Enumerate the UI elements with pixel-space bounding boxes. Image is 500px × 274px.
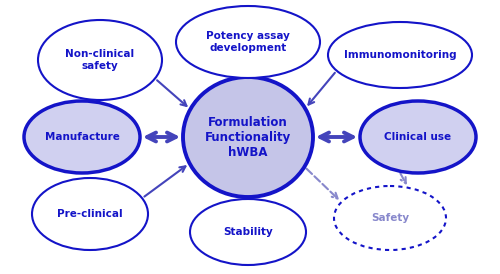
Text: Stability: Stability bbox=[223, 227, 273, 237]
Ellipse shape bbox=[360, 101, 476, 173]
Ellipse shape bbox=[32, 178, 148, 250]
Text: Immunomonitoring: Immunomonitoring bbox=[344, 50, 456, 60]
Text: Pre-clinical: Pre-clinical bbox=[57, 209, 123, 219]
Text: Safety: Safety bbox=[371, 213, 409, 223]
Text: Formulation
Functionality
hWBA: Formulation Functionality hWBA bbox=[205, 116, 291, 158]
Text: Non-clinical
safety: Non-clinical safety bbox=[66, 49, 134, 71]
Ellipse shape bbox=[328, 22, 472, 88]
Text: Clinical use: Clinical use bbox=[384, 132, 452, 142]
Ellipse shape bbox=[24, 101, 140, 173]
Ellipse shape bbox=[190, 199, 306, 265]
Ellipse shape bbox=[38, 20, 162, 100]
Text: Potency assay
development: Potency assay development bbox=[206, 31, 290, 53]
Ellipse shape bbox=[183, 77, 313, 197]
Text: Manufacture: Manufacture bbox=[44, 132, 120, 142]
Ellipse shape bbox=[334, 186, 446, 250]
Ellipse shape bbox=[176, 6, 320, 78]
